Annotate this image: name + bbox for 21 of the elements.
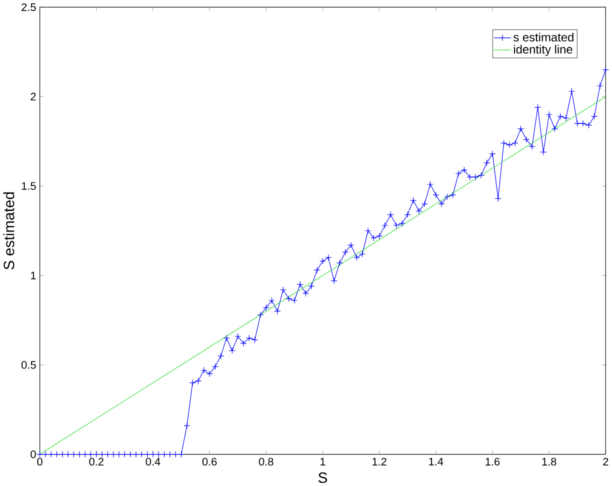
x-tick-label: 0.8 [258,458,274,466]
x-tick-label: 1.8 [542,458,556,466]
x-tick-label: 0 [37,458,42,466]
y-tick-label: 0 [30,450,36,458]
y-axis-title: S estimated [3,192,14,270]
y-tick-label: 0.5 [22,360,36,369]
x-axis-title: S [318,472,328,483]
x-tick-label: 1 [320,458,326,466]
legend-label: identity line [514,44,572,56]
x-tick-label: 1.6 [486,458,500,466]
legend-label: s estimated [514,32,574,42]
y-tick-label: 2.5 [22,3,36,11]
x-tick-label: 0.2 [89,458,104,466]
x-tick-label: 2 [603,458,608,466]
x-tick-label: 1.4 [429,458,444,466]
y-tick-label: 2 [30,92,36,100]
x-tick-label: 0.6 [202,458,217,466]
y-tick-label: 1.5 [22,182,36,190]
y-tick-label: 1 [31,272,36,280]
x-tick-label: 0.4 [146,458,160,466]
x-tick-label: 1.2 [372,458,386,466]
